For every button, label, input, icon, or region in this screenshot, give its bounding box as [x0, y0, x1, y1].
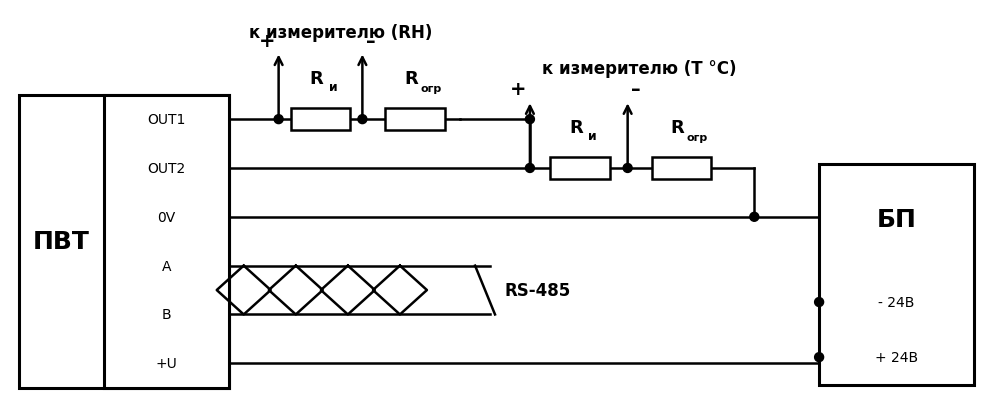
Circle shape — [358, 115, 367, 124]
Circle shape — [750, 213, 759, 222]
Text: R: R — [569, 119, 583, 137]
Bar — [104, 95, 229, 388]
Bar — [550, 158, 610, 180]
Text: RS-485: RS-485 — [505, 282, 571, 299]
Text: 0V: 0V — [157, 210, 176, 224]
Text: –: – — [366, 32, 375, 51]
Circle shape — [815, 298, 824, 307]
Text: +: + — [258, 32, 275, 51]
Text: A: A — [162, 259, 171, 273]
Text: огр: огр — [421, 84, 442, 94]
Text: B: B — [162, 308, 171, 322]
Bar — [19, 95, 229, 388]
Text: к измерителю (RH): к измерителю (RH) — [249, 24, 432, 42]
Circle shape — [525, 164, 534, 173]
Circle shape — [525, 115, 534, 124]
Circle shape — [274, 115, 283, 124]
Text: R: R — [671, 119, 684, 137]
Text: –: – — [631, 80, 640, 99]
Text: БП: БП — [876, 208, 916, 232]
Text: и: и — [588, 130, 597, 143]
Text: +U: +U — [156, 356, 177, 371]
Text: и: и — [329, 81, 338, 94]
Circle shape — [623, 164, 632, 173]
Text: - 24В: - 24В — [878, 295, 915, 309]
Text: R: R — [310, 70, 323, 88]
Text: OUT2: OUT2 — [147, 162, 186, 176]
Text: огр: огр — [687, 133, 708, 143]
Text: ПВТ: ПВТ — [33, 230, 90, 253]
Bar — [652, 158, 711, 180]
Text: R: R — [404, 70, 418, 88]
Text: к измерителю (T °С): к измерителю (T °С) — [542, 60, 737, 78]
Text: OUT1: OUT1 — [147, 113, 186, 127]
Bar — [819, 165, 974, 385]
Bar — [291, 109, 350, 131]
Circle shape — [815, 353, 824, 362]
Text: +: + — [510, 80, 526, 99]
Text: + 24В: + 24В — [875, 350, 918, 364]
Bar — [385, 109, 445, 131]
